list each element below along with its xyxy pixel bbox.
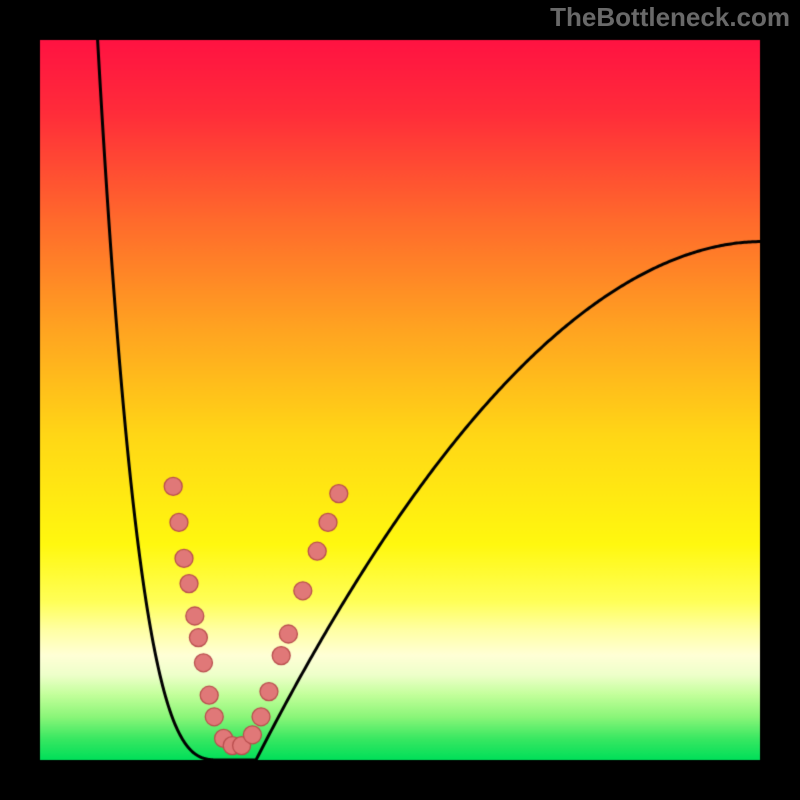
chart-stage: TheBottleneck.com xyxy=(0,0,800,800)
watermark-text: TheBottleneck.com xyxy=(550,2,790,33)
chart-canvas xyxy=(0,0,800,800)
